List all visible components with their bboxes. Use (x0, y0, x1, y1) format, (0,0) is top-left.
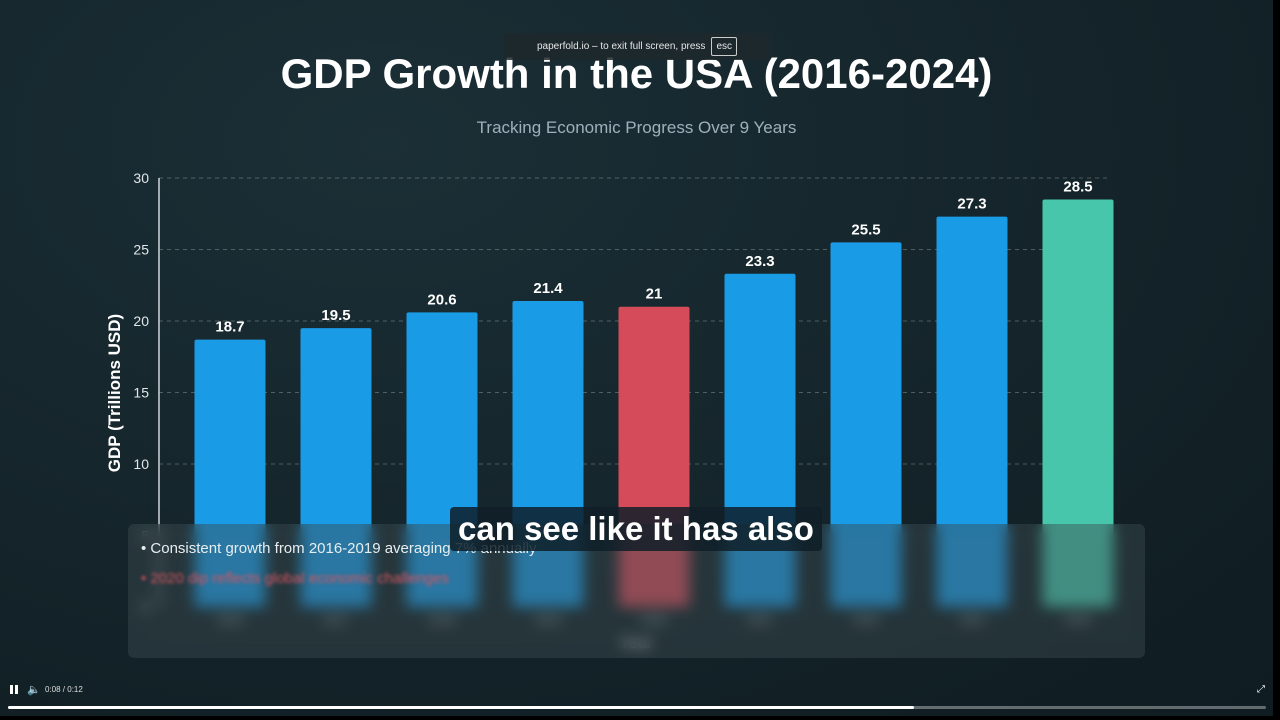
chart-subtitle: Tracking Economic Progress Over 9 Years (476, 118, 797, 137)
data-label: 19.5 (321, 307, 350, 324)
exit-fullscreen-icon[interactable]: ⤢ (1257, 684, 1265, 695)
volume-icon[interactable]: 🔈 (27, 684, 41, 696)
y-tick-label: 30 (133, 170, 149, 186)
insight-item: • Consistent growth from 2016-2019 avera… (141, 540, 537, 557)
video-controls: 🔈 0:08 / 0:12 ⤢ (0, 680, 1273, 716)
pause-icon (15, 685, 18, 694)
bar-2022 (830, 242, 902, 607)
progress-fill (8, 706, 914, 709)
bar-2024 (1042, 199, 1114, 607)
notice-text: paperfold.io – to exit full screen, pres… (537, 41, 706, 52)
data-label: 20.6 (427, 291, 456, 308)
data-label: 25.5 (851, 221, 880, 238)
progress-bar[interactable] (8, 706, 1266, 709)
bar-2023 (936, 216, 1008, 608)
data-label: 18.7 (215, 319, 244, 336)
data-label: 27.3 (957, 196, 986, 213)
esc-key: esc (711, 37, 737, 56)
fullscreen-notice: paperfold.io – to exit full screen, pres… (504, 33, 770, 60)
pause-button[interactable] (9, 685, 19, 695)
y-tick-label: 15 (133, 385, 149, 401)
y-tick-label: 10 (133, 456, 149, 472)
y-tick-label: 20 (133, 313, 149, 329)
subtitle-caption: can see like it has also (450, 507, 822, 551)
data-label: 28.5 (1063, 178, 1092, 195)
data-label: 21.4 (533, 280, 563, 297)
y-axis-label: GDP (Trillions USD) (105, 314, 124, 472)
pause-icon (10, 685, 13, 694)
insight-item: • 2020 dip reflects global economic chal… (141, 570, 449, 587)
y-tick-label: 25 (133, 242, 149, 258)
time-display: 0:08 / 0:12 (45, 685, 83, 694)
data-label: 21 (646, 286, 663, 303)
data-label: 23.3 (745, 253, 774, 270)
